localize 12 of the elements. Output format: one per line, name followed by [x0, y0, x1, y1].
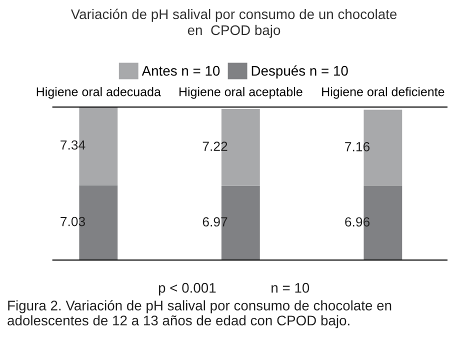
- x-tick-label: Higiene oral aceptable: [180, 87, 302, 99]
- chart-title: Variación de pH salival por consumo de un chocolate en CPOD bajo: [70, 8, 397, 38]
- text: Figura 2. Variación de pH salival por consumo de chocolate en adolescentes de 12 a 13 años de edad con CPOD bajo.: [8, 300, 392, 328]
- x-tick-label: Higiene oral deficiente: [322, 87, 444, 99]
- data-label: 7.22: [202, 142, 228, 151]
- legend-label: Antes n = 10: [142, 66, 220, 76]
- data-label: 7.16: [345, 142, 370, 152]
- x-tick-label: Higiene oral adecuada: [36, 87, 161, 99]
- data-label: 7.34: [60, 140, 86, 150]
- legend-label: Después n = 10: [252, 65, 348, 78]
- text: p < 0.001: [158, 282, 216, 296]
- text: n = 10: [272, 282, 310, 293]
